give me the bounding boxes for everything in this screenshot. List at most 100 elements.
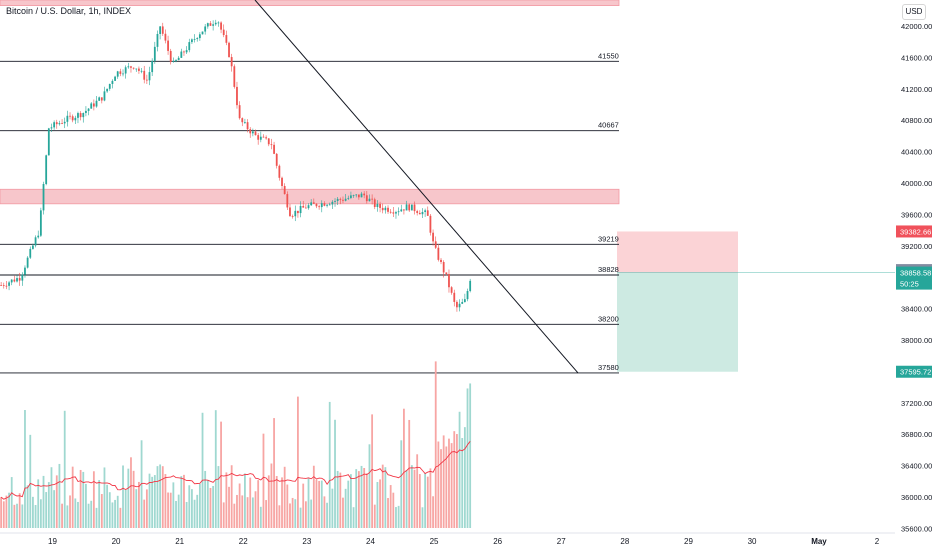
volume-bar — [39, 499, 42, 528]
volume-bar — [289, 503, 291, 528]
candle-body — [397, 211, 400, 213]
candle-body — [29, 248, 32, 258]
level-label: 39219 — [598, 234, 619, 243]
volume-bar — [323, 496, 326, 528]
volume-bar — [106, 484, 109, 528]
x-tick-label: 28 — [620, 537, 629, 546]
candle-body — [304, 207, 307, 209]
volume-bar — [228, 486, 230, 528]
volume-bar — [310, 499, 313, 528]
candle-body — [47, 128, 50, 156]
price-tag-text: 50:25 — [900, 280, 919, 289]
price-tag-bg — [896, 266, 932, 279]
volume-bar — [389, 485, 392, 528]
candle-body — [0, 285, 3, 286]
volume-bar — [222, 502, 225, 528]
price-tag: 37595.72 — [896, 365, 932, 378]
volume-bar — [138, 481, 140, 528]
volume-bar — [180, 476, 183, 528]
candle-body — [448, 274, 450, 288]
y-tick-label: 39600.00 — [901, 210, 932, 219]
candle-body — [206, 23, 209, 27]
candle-body — [177, 57, 180, 61]
volume-bar — [249, 477, 252, 528]
volume-bar — [2, 501, 5, 528]
volume-bar — [442, 435, 445, 528]
volume-bar — [50, 467, 53, 528]
candle-body — [53, 122, 56, 128]
volume-bar — [164, 474, 167, 528]
candle-body — [310, 202, 313, 206]
candle-body — [132, 67, 135, 69]
volume-bar — [156, 466, 159, 528]
y-tick-label: 42000.00 — [901, 22, 932, 31]
volume-bar — [463, 427, 466, 528]
candle-body — [246, 122, 249, 130]
candle-body — [135, 68, 138, 70]
x-tick-label: May — [811, 537, 827, 546]
candle-body — [352, 195, 355, 197]
currency-button[interactable]: USD — [902, 4, 926, 20]
volume-bar — [278, 505, 281, 528]
candle-body — [151, 60, 154, 73]
level-label: 38200 — [598, 314, 619, 323]
y-tick-label: 38400.00 — [901, 305, 932, 314]
candle-body — [13, 279, 16, 282]
candle-body — [2, 285, 5, 286]
y-tick-label: 36000.00 — [901, 493, 932, 502]
candle-body — [291, 216, 294, 217]
volume-bar — [392, 492, 395, 528]
volume-bar — [368, 444, 371, 528]
volume-bar — [61, 503, 63, 528]
resistance-zone-top — [0, 0, 620, 6]
candle-body — [326, 204, 328, 206]
candle-body — [334, 200, 336, 202]
candle-body — [8, 282, 10, 286]
volume-bar — [281, 477, 283, 528]
volume-bar — [233, 503, 236, 528]
candle-body — [405, 204, 408, 211]
volume-bar — [130, 457, 132, 528]
volume-bar — [71, 466, 74, 528]
resistance-zone-mid — [0, 188, 620, 205]
volume-bar — [116, 495, 119, 528]
volume-bar — [458, 411, 461, 528]
candle-body — [77, 113, 79, 118]
candle-body — [376, 203, 379, 207]
candle-body — [400, 209, 403, 212]
candle-body — [437, 247, 440, 260]
candle-body — [106, 88, 109, 92]
volume-bar — [212, 486, 215, 528]
volume-bar — [161, 466, 164, 528]
candle-body — [153, 46, 156, 61]
volume-bar — [0, 497, 3, 528]
y-tick-label: 40400.00 — [901, 148, 932, 157]
volume-bar — [400, 440, 403, 528]
volume-bar — [437, 441, 440, 528]
x-tick-label: 24 — [366, 537, 375, 546]
candle-body — [82, 112, 85, 118]
reward-zone — [617, 272, 738, 372]
volume-bar — [387, 498, 389, 528]
volume-bar — [140, 440, 143, 528]
volume-bar — [456, 434, 458, 528]
candle-body — [167, 40, 169, 51]
candle-body — [289, 207, 291, 217]
y-tick-label: 39200.00 — [901, 242, 932, 251]
volume-bar — [347, 480, 350, 528]
volume-bar — [365, 473, 368, 528]
candle-body — [442, 262, 445, 273]
candle-body — [90, 103, 93, 109]
price-tag-text: 39382.66 — [900, 227, 931, 236]
volume-bar — [191, 489, 193, 528]
volume-bar — [336, 470, 339, 528]
candle-body — [257, 135, 260, 140]
candle-body — [180, 51, 183, 58]
volume-bar — [275, 476, 278, 528]
candle-body — [191, 39, 193, 43]
volume-bar — [448, 438, 450, 528]
volume-bar — [426, 476, 429, 528]
candle-body — [339, 198, 342, 200]
volume-bar — [100, 494, 103, 528]
